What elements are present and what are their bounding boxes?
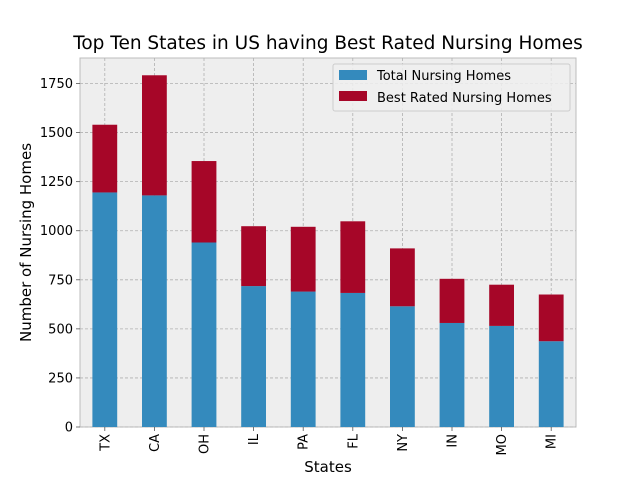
bars	[92, 75, 564, 427]
bar-total-ny	[390, 306, 415, 427]
y-tick-label: 1500	[40, 126, 73, 141]
bar-total-ca	[142, 195, 167, 427]
legend-swatch-best-rated	[339, 91, 367, 101]
bar-total-il	[241, 286, 266, 427]
bar-best-rated-il	[241, 226, 266, 287]
bar-total-mi	[538, 341, 564, 427]
x-axis-label: States	[304, 458, 352, 476]
x-tick-label: CA	[148, 434, 163, 452]
x-tick-label: IL	[247, 433, 262, 445]
bar-total-mo	[489, 325, 514, 427]
bar-total-pa	[290, 291, 316, 427]
bar-total-fl	[340, 292, 366, 427]
y-axis-label: Number of Nursing Homes	[17, 143, 35, 342]
x-tick-label: MO	[495, 434, 510, 455]
y-tick-label: 1250	[40, 175, 73, 190]
bar-best-rated-ny	[390, 248, 415, 307]
bar-best-rated-oh	[191, 161, 217, 243]
x-tick-label: NY	[396, 434, 411, 452]
y-tick-label: 250	[48, 371, 73, 386]
legend-box	[332, 63, 571, 112]
legend-label-best-rated: Best Rated Nursing Homes	[377, 91, 552, 106]
y-tick-label: 1750	[40, 77, 73, 92]
y-tick-label: 500	[48, 322, 73, 337]
x-tick-label: OH	[198, 434, 213, 454]
bar-best-rated-pa	[290, 226, 316, 292]
bar-best-rated-in	[439, 278, 465, 323]
x-tick-label: FL	[346, 433, 361, 448]
bar-best-rated-mo	[489, 284, 514, 326]
x-tick-label: IN	[446, 434, 461, 448]
chart-title: Top Ten States in US having Best Rated N…	[72, 33, 583, 54]
y-axis-ticks: 0 250 500 750 1000 1250 1500 1750	[40, 77, 80, 436]
y-tick-label: 0	[65, 421, 73, 436]
legend-swatch-total	[339, 70, 367, 80]
bar-total-oh	[191, 242, 217, 427]
x-axis-ticks: TX CA OH IL PA FL NY IN MO MI	[98, 427, 560, 455]
x-tick-label: MI	[545, 434, 560, 449]
bar-total-in	[439, 322, 465, 427]
bar-total-tx	[92, 192, 118, 427]
y-tick-label: 1000	[40, 224, 73, 239]
x-tick-label: TX	[98, 434, 113, 452]
legend: Total Nursing Homes Best Rated Nursing H…	[332, 63, 571, 112]
legend-label-total: Total Nursing Homes	[376, 69, 511, 84]
y-tick-label: 750	[48, 273, 73, 288]
bar-best-rated-tx	[92, 124, 118, 193]
bar-best-rated-mi	[538, 294, 564, 342]
x-tick-label: PA	[297, 434, 312, 450]
bar-best-rated-ca	[142, 75, 167, 196]
bar-best-rated-fl	[340, 221, 366, 293]
